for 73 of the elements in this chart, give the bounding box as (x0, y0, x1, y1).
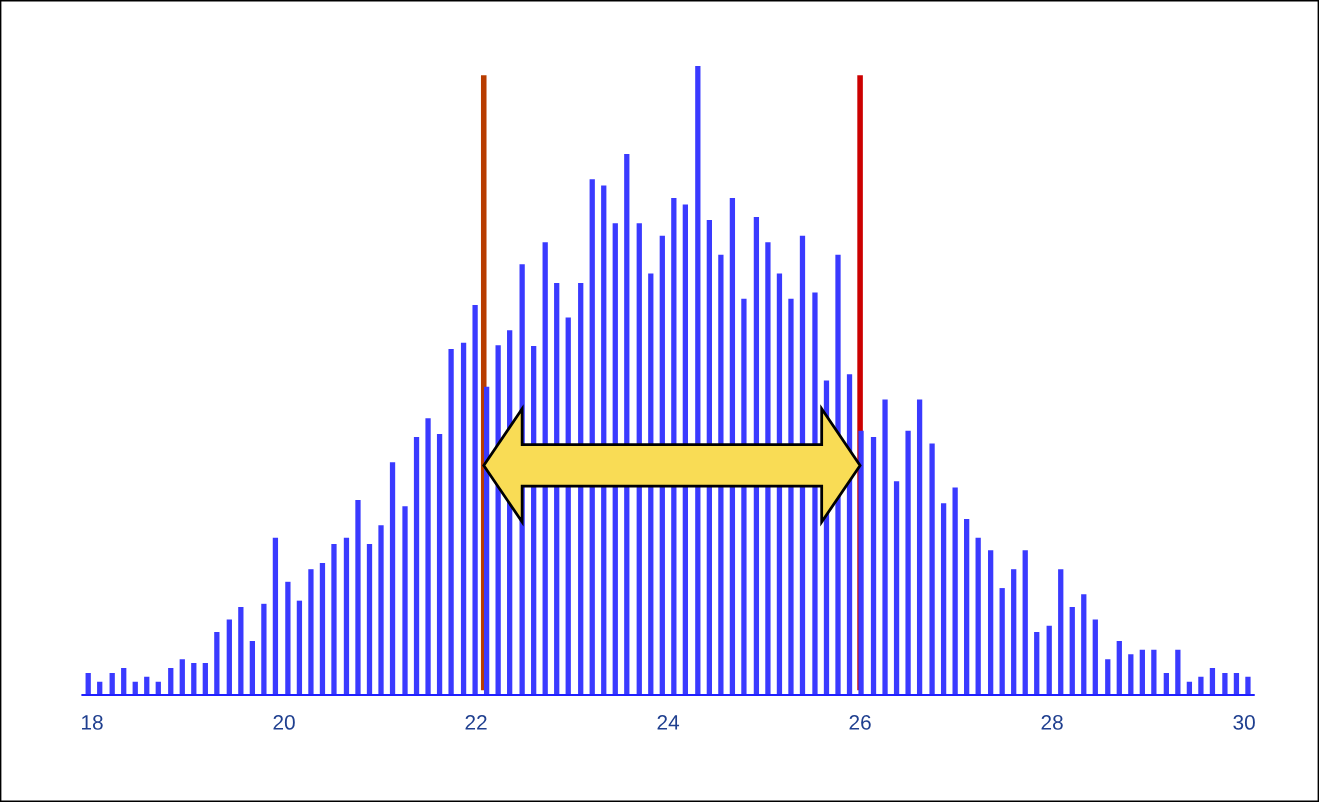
bar (882, 399, 888, 696)
bar (296, 600, 303, 696)
bar (331, 544, 337, 696)
bar (121, 667, 127, 696)
bar (1151, 649, 1157, 696)
bar (378, 525, 384, 696)
bar (355, 500, 361, 696)
bar (893, 481, 900, 696)
bar (1198, 676, 1204, 696)
x-tick-label: 18 (82, 715, 103, 730)
bar (905, 430, 911, 696)
bar (1233, 673, 1240, 696)
bar (929, 443, 935, 696)
bar (952, 487, 958, 696)
bar (870, 437, 877, 696)
bar (1209, 667, 1216, 696)
bar (109, 673, 115, 696)
bar (413, 437, 420, 696)
bar (389, 462, 396, 696)
x-tick-label: 24 (657, 715, 680, 730)
bar (1222, 673, 1228, 696)
bar (1058, 569, 1064, 696)
bar (1081, 594, 1087, 696)
bar (238, 606, 244, 696)
bar (1011, 569, 1017, 696)
bar (285, 581, 291, 696)
bar (1105, 659, 1111, 696)
x-tick-label: 26 (849, 715, 871, 730)
bar (1139, 649, 1145, 696)
bar (343, 537, 350, 696)
x-tick-label: 28 (1041, 715, 1063, 730)
x-tick-label: 22 (465, 715, 487, 730)
bar (765, 242, 771, 696)
bar (1046, 625, 1052, 696)
bar (214, 632, 220, 696)
bar (319, 562, 326, 696)
bar (425, 418, 431, 696)
bar (975, 537, 981, 696)
bar (940, 503, 947, 696)
bar (436, 433, 443, 696)
bar (1128, 654, 1134, 696)
bar (483, 386, 490, 696)
bar (168, 667, 174, 696)
bar (226, 619, 232, 696)
bar (460, 342, 467, 696)
bar (1245, 676, 1251, 696)
bar (179, 659, 185, 696)
bar (1175, 649, 1181, 696)
bar (1022, 550, 1028, 696)
bar (1163, 673, 1169, 696)
bar (858, 430, 864, 696)
bar (1034, 632, 1040, 696)
bar (402, 506, 408, 696)
bar (916, 399, 923, 696)
bar (191, 662, 197, 696)
bar (85, 673, 91, 696)
bar (999, 588, 1005, 696)
bar (472, 305, 478, 696)
bar (272, 537, 279, 696)
bar (964, 518, 970, 696)
x-tick-label: 20 (273, 715, 295, 730)
bar (1069, 606, 1075, 696)
bar (308, 569, 314, 696)
x-tick-label: 30 (1233, 715, 1255, 730)
bar (448, 349, 454, 696)
bar (249, 640, 256, 696)
bar (261, 603, 267, 696)
bar (988, 550, 994, 696)
bar (366, 544, 373, 696)
bar (202, 662, 208, 696)
bar (812, 292, 818, 696)
bar (1092, 619, 1098, 696)
bar (1116, 640, 1122, 696)
